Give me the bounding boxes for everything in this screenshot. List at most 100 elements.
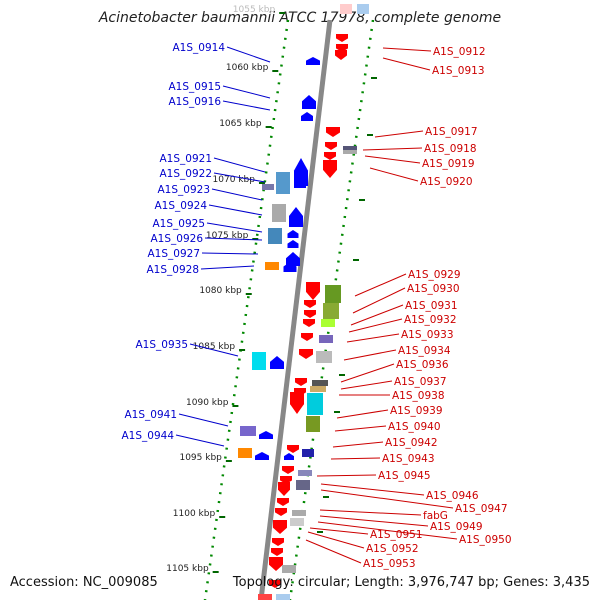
gene-label-a1s-0943: A1S_0943: [382, 453, 435, 465]
gene-label-a1s-0952: A1S_0952: [366, 543, 419, 555]
feature-box: [343, 150, 357, 154]
kbp-label: 1065 kbp: [219, 119, 262, 129]
gene-label-a1s-0923: A1S_0923: [158, 184, 211, 196]
kbp-label: 1095 kbp: [179, 453, 222, 463]
forward-gene-arrow: [323, 160, 337, 178]
gene-label-a1s-0947: A1S_0947: [455, 503, 508, 515]
gene-label-a1s-0928: A1S_0928: [147, 264, 200, 276]
leader-line: [222, 85, 271, 99]
forward-gene-arrow: [269, 580, 281, 588]
gene-label-a1s-0920: A1S_0920: [420, 176, 473, 188]
leader-line: [175, 434, 225, 447]
gene-label-a1s-0927: A1S_0927: [148, 248, 201, 260]
feature-box: [258, 594, 272, 600]
reverse-gene-arrow: [301, 112, 313, 121]
gene-label-a1s-0934: A1S_0934: [398, 345, 451, 357]
leader-line: [330, 457, 381, 460]
leader-line: [319, 515, 429, 527]
leader-line: [317, 521, 458, 540]
forward-gene-arrow: [301, 333, 313, 341]
gene-label-a1s-0933: A1S_0933: [401, 329, 454, 341]
gene-label-a1s-0929: A1S_0929: [408, 269, 461, 281]
reverse-gene-arrow: [259, 431, 273, 439]
feature-box: [307, 393, 323, 415]
gene-label-a1s-0936: A1S_0936: [396, 359, 449, 371]
leader-line: [362, 147, 423, 151]
gene-label-a1s-0946: A1S_0946: [426, 490, 479, 502]
forward-gene-arrow: [271, 548, 283, 556]
gene-label-a1s-0921: A1S_0921: [160, 153, 213, 165]
leader-line: [305, 539, 362, 564]
map-title: Acinetobacter baumannii ATCC 17978, comp…: [98, 10, 502, 26]
reverse-gene-arrow: [283, 262, 297, 272]
feature-box: [240, 426, 256, 436]
forward-gene-arrow: [335, 50, 347, 60]
reverse-gene-arrow: [284, 453, 294, 460]
feature-box: [276, 594, 290, 600]
gene-label-a1s-0922: A1S_0922: [160, 168, 213, 180]
leader-line: [213, 157, 266, 173]
reverse-gene-arrow: [289, 207, 303, 227]
gene-label-a1s-0932: A1S_0932: [404, 314, 457, 326]
forward-gene-arrow: [273, 520, 287, 534]
kbp-label: 1100 kbp: [173, 509, 216, 519]
feature-box: [319, 335, 333, 343]
forward-gene-arrow: [275, 508, 287, 516]
gene-label-a1s-0939: A1S_0939: [390, 405, 443, 417]
gene-label-a1s-0912: A1S_0912: [433, 46, 486, 58]
leader-line: [364, 155, 421, 164]
leader-line: [382, 47, 432, 52]
gene-label-a1s-0941: A1S_0941: [125, 409, 178, 421]
forward-gene-arrow: [277, 498, 289, 506]
forward-gene-arrow: [324, 152, 336, 160]
feature-box: [316, 351, 332, 363]
gene-label-a1s-0919: A1S_0919: [422, 158, 475, 170]
reverse-gene-arrow: [302, 95, 316, 109]
leader-line: [206, 222, 263, 233]
gene-label-a1s-0935: A1S_0935: [136, 339, 189, 351]
forward-gene-arrow: [336, 34, 348, 42]
gene-label-a1s-0942: A1S_0942: [385, 437, 438, 449]
genome-backbone: [258, 19, 333, 600]
forward-gene-arrow: [278, 482, 290, 496]
gene-label-a1s-0918: A1S_0918: [424, 143, 477, 155]
reverse-gene-arrow: [294, 174, 306, 188]
forward-gene-arrow: [306, 282, 320, 300]
forward-gene-arrow: [325, 142, 337, 150]
feature-box: [298, 470, 312, 476]
feature-box: [276, 172, 290, 194]
feature-box: [265, 262, 279, 270]
feature-box: [262, 184, 274, 190]
feature-box: [340, 4, 352, 14]
leader-line: [208, 204, 263, 216]
feature-box: [325, 285, 341, 303]
feature-box: [296, 480, 310, 490]
leader-line: [204, 237, 263, 241]
kbp-label: 1075 kbp: [206, 231, 249, 241]
feature-box: [343, 146, 357, 150]
forward-gene-arrow: [303, 319, 315, 327]
leader-line: [352, 287, 406, 314]
leader-line: [309, 527, 369, 535]
kbp-label: 1070 kbp: [213, 175, 256, 185]
gene-label-a1s-0950: A1S_0950: [459, 534, 512, 546]
gene-label-a1s-0914: A1S_0914: [173, 42, 226, 54]
leader-line: [340, 380, 393, 390]
forward-gene-arrow: [326, 127, 340, 137]
gene-label-a1s-0915: A1S_0915: [169, 81, 222, 93]
feature-box: [302, 449, 314, 457]
gene-label-a1s-0951: A1S_0951: [370, 529, 423, 541]
forward-gene-arrow: [282, 466, 294, 474]
gene-label-a1s-0949: A1S_0949: [430, 521, 483, 533]
leader-line: [348, 318, 403, 333]
leader-line: [211, 188, 263, 201]
leader-line: [320, 483, 425, 496]
feature-box: [323, 303, 339, 319]
leader-line: [350, 304, 404, 326]
gene-label-a1s-0940: A1S_0940: [388, 421, 441, 433]
leader-line: [319, 509, 422, 516]
gene-label-a1s-0937: A1S_0937: [394, 376, 447, 388]
kbp-label: 1085 kbp: [193, 342, 236, 352]
leader-line: [369, 167, 419, 182]
